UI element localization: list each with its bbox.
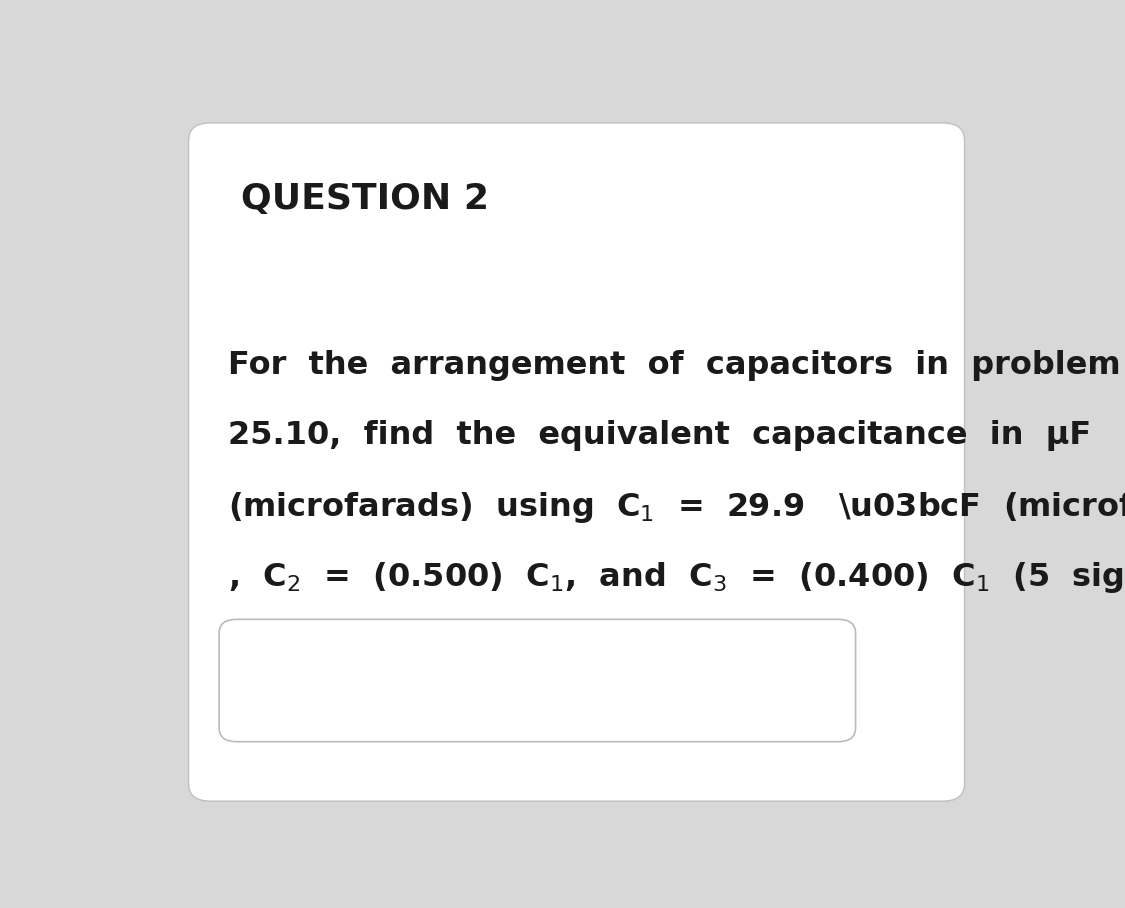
Text: 25.10,  find  the  equivalent  capacitance  in  μF: 25.10, find the equivalent capacitance i… [227,420,1091,451]
Text: For  the  arrangement  of  capacitors  in  problem: For the arrangement of capacitors in pro… [227,350,1120,381]
FancyBboxPatch shape [219,619,856,742]
Text: figs.): figs.) [227,630,322,661]
Text: (microfarads)  using  C$_1$  =  29.9   \u03bcF  (microfarads): (microfarads) using C$_1$ = 29.9 \u03bcF… [227,490,1125,525]
Text: ,  C$_2$  =  (0.500)  C$_1$,  and  C$_3$  =  (0.400)  C$_1$  (5  sig.: , C$_2$ = (0.500) C$_1$, and C$_3$ = (0.… [227,560,1125,595]
FancyBboxPatch shape [189,123,964,801]
Text: QUESTION 2: QUESTION 2 [241,183,489,216]
